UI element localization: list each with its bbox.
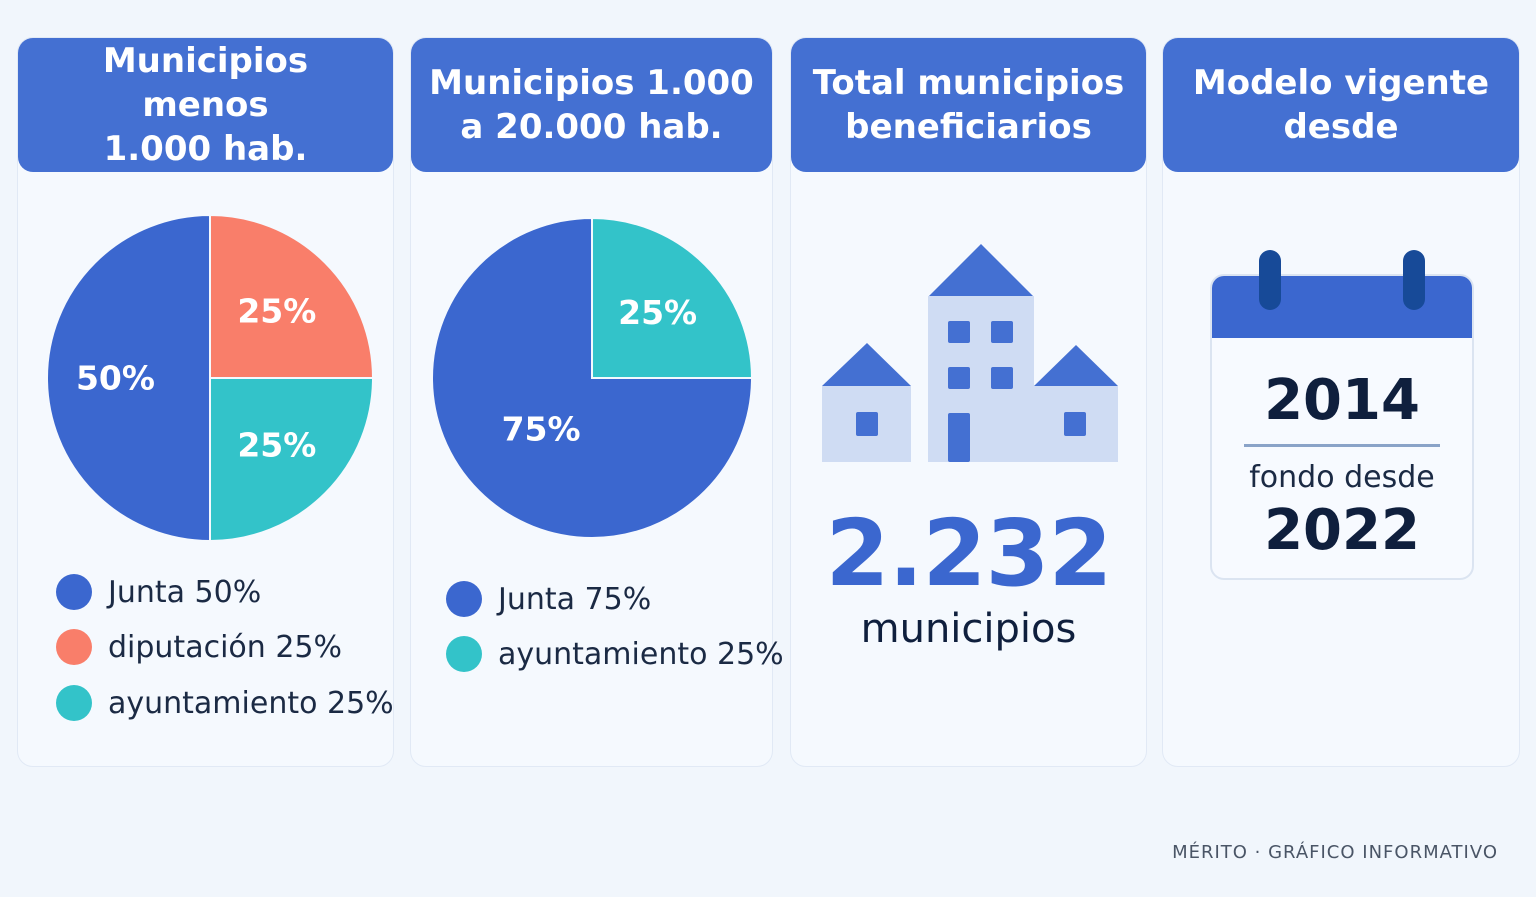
pie-label-Junta: 50% — [76, 359, 155, 398]
card-title-text: Municipios 1.000 a 20.000 hab. — [429, 63, 754, 147]
calendar-header-bar — [1212, 276, 1472, 338]
pie-slice-Junta — [431, 216, 754, 539]
legend-swatch — [446, 636, 482, 672]
card-medium-municipalities: Municipios 1.000 a 20.000 hab. 25% 75% Ju… — [410, 37, 784, 767]
legend-label: ayuntamiento 25% — [108, 685, 394, 721]
pie-label-Junta: 75% — [502, 409, 581, 448]
fund-year: 2022 — [1264, 498, 1420, 563]
fund-since-label: fondo desde — [1249, 460, 1435, 495]
card-title: Modelo vigente desde — [1163, 38, 1519, 172]
legend-label: Junta 75% — [498, 581, 652, 617]
pie-slice-diputación — [209, 213, 375, 379]
pie-chart-medium-municipalities: 25% 75% — [431, 216, 754, 539]
card-title: Municipios 1.000 a 20.000 hab. — [411, 38, 772, 172]
total-municipalities-value: 2.232 — [825, 500, 1112, 607]
calendar-divider — [1244, 444, 1440, 447]
card-small-municipalities: Municipios menos 1.000 hab. 25% 25% 50% Ju… — [17, 37, 394, 767]
pie-slice-ayuntamiento — [591, 216, 754, 379]
total-municipalities-unit: municipios — [860, 606, 1077, 652]
buildings-icon — [822, 244, 1118, 462]
pie-label-diputación: 25% — [237, 292, 316, 331]
legend-label: Junta 50% — [108, 574, 262, 610]
card-title-text: Total municipios beneficiarios — [812, 63, 1125, 147]
pie-chart-small-municipalities: 25% 25% 50% — [46, 213, 375, 543]
model-year: 2014 — [1264, 368, 1420, 433]
legend-swatch — [56, 574, 92, 610]
calendar-ring-right — [1403, 250, 1425, 310]
card-title-text: Modelo vigente desde — [1192, 63, 1490, 147]
legend-label: diputación 25% — [108, 629, 342, 665]
card-model-since: Modelo vigente desde 2014 fondo desde 20… — [1162, 37, 1520, 767]
legend-item-ayuntamiento: ayuntamiento 25% — [56, 685, 394, 721]
card-total-municipalities: Total municipios beneficiarios 2.232 mun… — [790, 37, 1147, 767]
footer-credit: MÉRITO · GRÁFICO INFORMATIVO — [1172, 842, 1498, 863]
pie-slice-ayuntamiento — [209, 377, 375, 543]
card-title: Total municipios beneficiarios — [791, 38, 1146, 172]
legend-swatch — [56, 685, 92, 721]
pie-label-ayuntamiento: 25% — [618, 293, 697, 332]
legend-item-junta: Junta 50% — [56, 574, 261, 610]
calendar-body: 2014 fondo desde 2022 — [1210, 274, 1474, 580]
legend-swatch — [56, 629, 92, 665]
legend-item-junta: Junta 75% — [446, 581, 651, 617]
legend-swatch — [446, 581, 482, 617]
legend-label: ayuntamiento 25% — [498, 636, 784, 672]
pie-label-ayuntamiento: 25% — [237, 425, 316, 464]
card-title-text: Municipios menos 1.000 hab. — [102, 41, 309, 169]
card-title: Municipios menos 1.000 hab. — [18, 38, 393, 172]
calendar-ring-left — [1259, 250, 1281, 310]
legend-item-diputacion: diputación 25% — [56, 629, 342, 665]
pie-slice-Junta — [46, 213, 211, 543]
calendar-icon: 2014 fondo desde 2022 — [1210, 250, 1474, 580]
legend-item-ayuntamiento: ayuntamiento 25% — [446, 636, 784, 672]
